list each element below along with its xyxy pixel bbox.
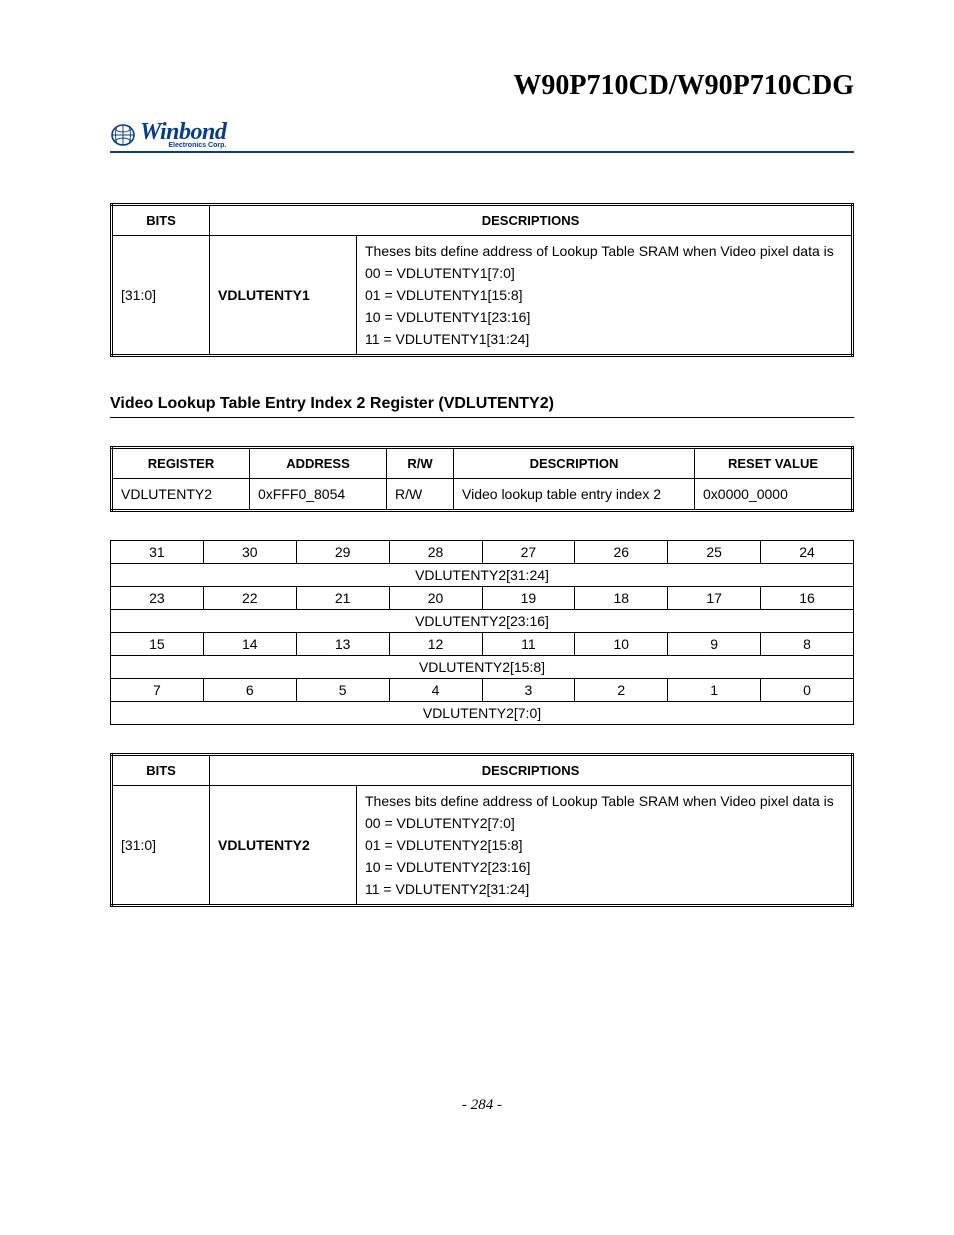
bit-field-label: VDLUTENTY2[31:24] xyxy=(111,564,854,587)
cell-description: Theses bits define address of Lookup Tab… xyxy=(357,236,853,356)
cell-reset: 0x0000_0000 xyxy=(695,479,853,511)
bit-num: 28 xyxy=(389,541,482,564)
logo-subtext: Electronics Corp. xyxy=(140,142,226,149)
th-rw: R/W xyxy=(387,448,454,479)
cell-rw: R/W xyxy=(387,479,454,511)
desc-line: 10 = VDLUTENTY1[23:16] xyxy=(365,309,843,325)
desc-intro: Theses bits define address of Lookup Tab… xyxy=(365,793,843,809)
cell-address: 0xFFF0_8054 xyxy=(250,479,387,511)
cell-register: VDLUTENTY2 xyxy=(112,479,250,511)
bit-num: 16 xyxy=(761,587,854,610)
desc-line: 01 = VDLUTENTY2[15:8] xyxy=(365,837,843,853)
logo-text: Winbond xyxy=(140,120,226,144)
logo: Winbond Electronics Corp. xyxy=(110,120,226,149)
th-bits: BITS xyxy=(112,205,210,236)
bit-num: 15 xyxy=(111,633,204,656)
bit-field-label: VDLUTENTY2[15:8] xyxy=(111,656,854,679)
cell-description: Theses bits define address of Lookup Tab… xyxy=(357,786,853,906)
bit-num: 29 xyxy=(296,541,389,564)
cell-field-name: VDLUTENTY1 xyxy=(210,236,357,356)
bit-num: 0 xyxy=(761,679,854,702)
doc-title: W90P710CD/W90P710CDG xyxy=(110,70,854,102)
bit-num: 30 xyxy=(203,541,296,564)
globe-icon xyxy=(110,123,136,147)
bit-num: 1 xyxy=(668,679,761,702)
th-reset: RESET VALUE xyxy=(695,448,853,479)
bit-num: 27 xyxy=(482,541,575,564)
header-divider: Winbond Electronics Corp. xyxy=(110,120,854,153)
bit-num: 24 xyxy=(761,541,854,564)
bit-num: 26 xyxy=(575,541,668,564)
desc-line: 00 = VDLUTENTY2[7:0] xyxy=(365,815,843,831)
th-register: REGISTER xyxy=(112,448,250,479)
bit-num: 5 xyxy=(296,679,389,702)
desc-line: 11 = VDLUTENTY2[31:24] xyxy=(365,881,843,897)
bit-num: 31 xyxy=(111,541,204,564)
th-description: DESCRIPTION xyxy=(454,448,695,479)
cell-field-name: VDLUTENTY2 xyxy=(210,786,357,906)
bitfield-map: 31 30 29 28 27 26 25 24 VDLUTENTY2[31:24… xyxy=(110,540,854,725)
cell-desc: Video lookup table entry index 2 xyxy=(454,479,695,511)
th-desc: DESCRIPTIONS xyxy=(210,205,853,236)
bit-num: 9 xyxy=(668,633,761,656)
bit-num: 22 xyxy=(203,587,296,610)
cell-bits: [31:0] xyxy=(112,786,210,906)
desc-line: 00 = VDLUTENTY1[7:0] xyxy=(365,265,843,281)
bit-num: 12 xyxy=(389,633,482,656)
bits-desc-table-2: BITS DESCRIPTIONS [31:0] VDLUTENTY2 Thes… xyxy=(110,753,854,907)
bit-num: 25 xyxy=(668,541,761,564)
bit-field-label: VDLUTENTY2[7:0] xyxy=(111,702,854,725)
bit-num: 19 xyxy=(482,587,575,610)
cell-bits: [31:0] xyxy=(112,236,210,356)
section-title: Video Lookup Table Entry Index 2 Registe… xyxy=(110,395,854,418)
bit-num: 6 xyxy=(203,679,296,702)
bit-num: 23 xyxy=(111,587,204,610)
desc-intro: Theses bits define address of Lookup Tab… xyxy=(365,243,843,259)
bit-num: 3 xyxy=(482,679,575,702)
bit-num: 14 xyxy=(203,633,296,656)
bit-num: 13 xyxy=(296,633,389,656)
bit-num: 8 xyxy=(761,633,854,656)
desc-line: 10 = VDLUTENTY2[23:16] xyxy=(365,859,843,875)
bit-num: 10 xyxy=(575,633,668,656)
bit-field-label: VDLUTENTY2[23:16] xyxy=(111,610,854,633)
th-bits: BITS xyxy=(112,755,210,786)
bit-num: 21 xyxy=(296,587,389,610)
bit-num: 7 xyxy=(111,679,204,702)
th-address: ADDRESS xyxy=(250,448,387,479)
bit-num: 20 xyxy=(389,587,482,610)
bit-num: 11 xyxy=(482,633,575,656)
bit-num: 18 xyxy=(575,587,668,610)
page-number: - 284 - xyxy=(110,1097,854,1114)
desc-line: 11 = VDLUTENTY1[31:24] xyxy=(365,331,843,347)
th-desc: DESCRIPTIONS xyxy=(210,755,853,786)
bit-num: 2 xyxy=(575,679,668,702)
desc-line: 01 = VDLUTENTY1[15:8] xyxy=(365,287,843,303)
bit-num: 4 xyxy=(389,679,482,702)
bits-desc-table-1: BITS DESCRIPTIONS [31:0] VDLUTENTY1 Thes… xyxy=(110,203,854,357)
register-summary-table: REGISTER ADDRESS R/W DESCRIPTION RESET V… xyxy=(110,446,854,512)
bit-num: 17 xyxy=(668,587,761,610)
